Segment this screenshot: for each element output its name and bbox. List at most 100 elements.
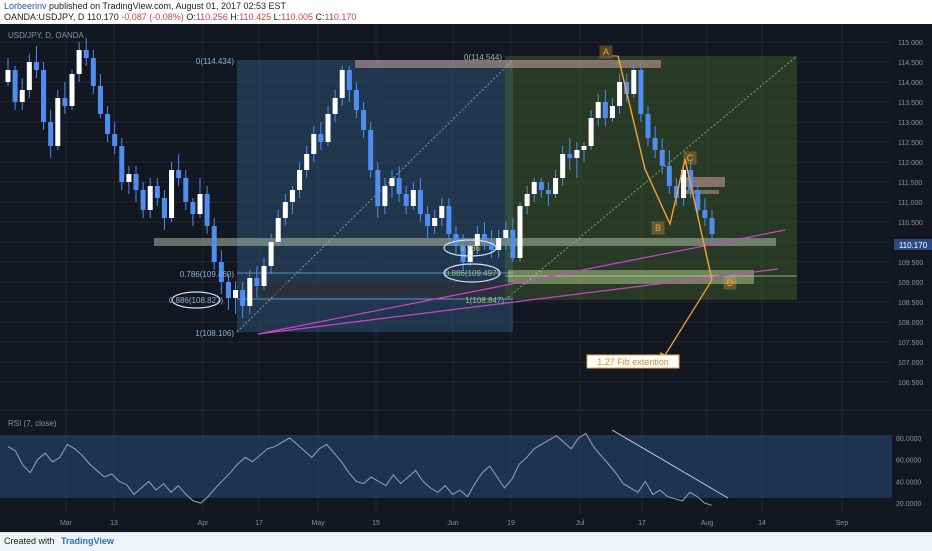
- candle-body-46: [332, 98, 338, 114]
- resistance-zone-c2: [685, 190, 719, 194]
- price-tick-17: 106.500: [898, 380, 923, 387]
- candle-body-26: [190, 202, 196, 214]
- candle-body-13: [97, 86, 103, 114]
- fib-left-0: 0(114.434): [196, 57, 234, 66]
- candle-body-25: [183, 178, 189, 202]
- candle-body-77: [553, 178, 559, 194]
- candle-body-57: [410, 190, 416, 206]
- candle-body-31: [225, 282, 231, 298]
- price-chart-svg[interactable]: USD/JPY, D, OANDA A: [0, 24, 932, 532]
- point-a-label: A: [603, 47, 609, 57]
- high-value: 110.425: [239, 12, 272, 22]
- candle-body-5: [41, 70, 47, 122]
- point-d-label: D: [727, 278, 734, 288]
- time-tick-11: 14: [758, 520, 766, 527]
- candle-body-81: [581, 146, 587, 150]
- chart-header: Lorbeerinv published on TradingView.com,…: [0, 0, 932, 24]
- price-tick-9: 110.500: [898, 220, 923, 227]
- candle-body-76: [545, 190, 551, 194]
- candle-body-91: [652, 138, 658, 150]
- harmonic-pattern: [617, 55, 713, 281]
- close-label: C:: [315, 12, 325, 22]
- candle-body-51: [368, 130, 374, 170]
- close-value: 110.170: [324, 12, 357, 22]
- candle-body-70: [503, 230, 509, 238]
- rsi-band: [0, 435, 892, 498]
- rsi-line: [7, 432, 713, 506]
- trendline-lower: [257, 268, 779, 335]
- time-axis[interactable]: Mar 13 Apr 17 May 15 Jun 19 Jul 17 Aug 14 Sep: [60, 520, 848, 527]
- price-tick-3: 113.500: [898, 100, 923, 107]
- point-b-label: B: [655, 223, 661, 233]
- main-title: USD/JPY, D, OANDA: [8, 31, 85, 40]
- price-tick-1: 114.500: [898, 60, 923, 67]
- price-axis[interactable]: 115.000 114.500 114.000 113.500 113.000 112.5…: [898, 40, 923, 387]
- open-label: O:: [186, 12, 196, 22]
- chart-footer: Created with TradingView: [0, 532, 932, 551]
- candle-body-82: [588, 118, 594, 146]
- candles-layer: [5, 38, 715, 318]
- symbol-label: OANDA:USDJPY, D: [4, 12, 85, 22]
- candle-body-45: [325, 114, 331, 142]
- candle-body-67: [481, 234, 487, 242]
- candle-body-54: [389, 178, 395, 186]
- fib-right-1: 1(108.847): [465, 296, 504, 305]
- fib-right-0786-circle: [443, 239, 497, 257]
- price-tick-13: 108.500: [898, 300, 923, 307]
- last-price: 110.170: [86, 12, 119, 22]
- time-tick-2: Apr: [198, 520, 210, 527]
- price-tick-12: 109.000: [898, 280, 923, 287]
- candle-body-65: [467, 246, 473, 262]
- candle-body-84: [602, 102, 608, 118]
- rsi-axis[interactable]: 80.0000 60.0000 40.0000 20.0000: [896, 436, 921, 508]
- rsi-tick-1: 60.0000: [896, 458, 921, 465]
- author-link[interactable]: Lorbeerinv: [4, 1, 47, 11]
- candle-body-96: [688, 170, 694, 190]
- time-tick-8: Jul: [576, 520, 585, 527]
- support-zone-lower: [508, 270, 754, 284]
- candle-body-52: [375, 170, 381, 206]
- time-tick-7: 19: [507, 520, 515, 527]
- candle-body-80: [574, 150, 580, 158]
- candle-body-23: [169, 170, 175, 218]
- candle-body-95: [681, 170, 687, 198]
- low-label: L:: [273, 12, 282, 22]
- candle-body-40: [289, 190, 295, 202]
- rsi-title: RSI (7, close): [8, 419, 57, 428]
- callout-box: [586, 354, 680, 369]
- time-tick-0: Mar: [60, 520, 73, 527]
- candle-body-6: [48, 122, 54, 146]
- candle-body-1: [12, 70, 18, 102]
- candle-body-38: [275, 218, 281, 242]
- price-tick-5: 112.500: [898, 140, 923, 147]
- candle-body-3: [26, 62, 32, 90]
- fib-left-0886: 0.886(108.827): [169, 296, 224, 305]
- point-b-box: [651, 221, 665, 235]
- candle-body-30: [218, 262, 224, 282]
- chart-canvas[interactable]: USD/JPY, D, OANDA A: [0, 24, 932, 532]
- rsi-tick-3: 20.0000: [896, 501, 921, 508]
- point-c: C: [683, 151, 697, 165]
- candle-body-22: [161, 198, 167, 218]
- high-label: H:: [230, 12, 240, 22]
- candle-body-48: [346, 70, 352, 90]
- tradingview-logo[interactable]: TradingView: [61, 536, 114, 546]
- fib-left-1: 1(108.106): [195, 329, 234, 338]
- candle-body-69: [496, 238, 502, 250]
- candle-body-27: [197, 194, 203, 214]
- resistance-zone-top: [355, 60, 661, 68]
- fib-right-0: 0(114.544): [464, 53, 502, 62]
- candle-body-71: [510, 230, 516, 258]
- candle-body-10: [76, 50, 82, 74]
- point-c-box: [683, 151, 697, 165]
- candle-body-7: [55, 98, 61, 146]
- candle-body-99: [709, 218, 715, 234]
- fib-extension-callout: 1.27 Fib extention: [586, 354, 680, 369]
- publish-line: Lorbeerinv published on TradingView.com,…: [4, 1, 286, 11]
- candle-body-50: [361, 110, 367, 130]
- candle-body-87: [624, 82, 630, 94]
- candle-body-90: [645, 114, 651, 138]
- price-tick-2: 114.000: [898, 80, 923, 87]
- candle-body-62: [446, 206, 452, 234]
- published-text: published on TradingView.com, August 01,…: [49, 1, 287, 11]
